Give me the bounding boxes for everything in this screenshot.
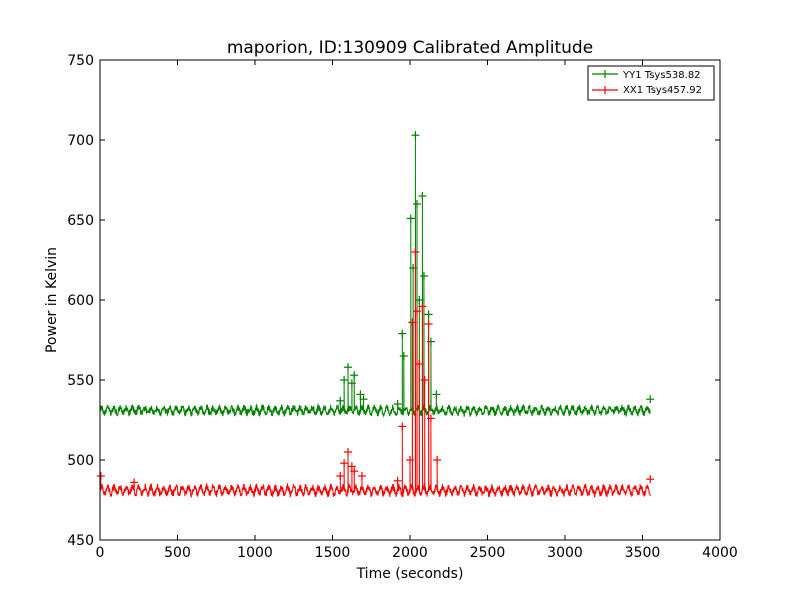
series-0-marker-15 [418, 192, 427, 200]
series-1 [96, 248, 655, 499]
series-1-marker-14 [415, 360, 424, 368]
x-axis: 0 500 1000 1500 2000 2500 3000 3500 4000 [96, 60, 738, 561]
series-1-marker-20 [646, 475, 655, 484]
x-tick-label-0: 0 [96, 545, 105, 561]
series-0-marker-13 [412, 200, 421, 208]
series-1-marker-4 [344, 448, 352, 456]
series-line-0 [99, 135, 651, 418]
series-0 [99, 131, 655, 418]
y-axis-label: Power in Kelvin [44, 247, 60, 353]
plot-series [96, 131, 655, 499]
series-1-marker-9 [398, 422, 407, 431]
series-0-marker-10 [406, 214, 415, 223]
series-1-marker-3 [340, 459, 349, 468]
series-1-marker-16 [420, 376, 429, 384]
series-0-marker-4 [350, 371, 359, 380]
series-0-marker-12 [411, 131, 420, 140]
series-1-marker-5 [347, 462, 356, 471]
x-tick-label-2500: 2500 [470, 545, 506, 561]
y-tick-label-450: 450 [67, 533, 94, 549]
x-tick-label-500: 500 [164, 545, 191, 561]
x-tick-label-3500: 3500 [625, 545, 661, 561]
series-0-marker-19 [432, 390, 441, 399]
series-0-marker-1 [340, 376, 349, 384]
legend: YY1 Tsys538.82 XX1 Tsys457.92 [587, 65, 715, 101]
x-tick-label-1000: 1000 [237, 545, 273, 561]
series-0-marker-2 [344, 363, 352, 372]
series-1-marker-7 [357, 472, 366, 480]
series-1-marker-19 [433, 456, 442, 464]
series-0-marker-6 [359, 395, 368, 404]
x-tick-label-2000: 2000 [392, 545, 428, 561]
series-0-marker-7 [393, 400, 402, 408]
series-1-marker-18 [426, 414, 435, 423]
y-tick-label-600: 600 [67, 293, 94, 309]
series-0-marker-8 [398, 329, 407, 338]
x-axis-label: Time (seconds) [356, 566, 464, 582]
y-tick-label-650: 650 [67, 213, 94, 229]
y-tick-label-550: 550 [67, 373, 94, 389]
y-tick-label-750: 750 [67, 53, 94, 69]
series-1-marker-8 [393, 476, 402, 485]
series-1-marker-13 [412, 307, 421, 316]
y-axis: 450 500 550 600 650 700 750 [67, 53, 720, 549]
series-0-marker-3 [347, 379, 356, 388]
series-1-marker-12 [411, 248, 420, 256]
x-tick-label-4000: 4000 [702, 545, 738, 561]
y-tick-label-700: 700 [67, 133, 94, 149]
x-tick-label-1500: 1500 [315, 545, 351, 561]
series-1-marker-6 [350, 467, 359, 476]
legend-label-yy1: YY1 Tsys538.82 [622, 70, 701, 81]
series-0-marker-16 [419, 272, 428, 280]
series-0-marker-5 [356, 390, 365, 399]
series-0-marker-0 [336, 396, 345, 405]
series-1-marker-1 [130, 478, 139, 487]
series-0-marker-17 [424, 310, 433, 319]
series-0-marker-9 [399, 352, 408, 360]
series-1-marker-2 [336, 472, 345, 480]
y-tick-label-500: 500 [67, 453, 94, 469]
series-1-marker-10 [406, 456, 414, 464]
series-1-marker-17 [424, 320, 433, 328]
chart-title: maporion, ID:130909 Calibrated Amplitude [227, 38, 593, 58]
series-1-marker-0 [96, 472, 105, 480]
series-1-marker-15 [418, 302, 427, 311]
series-0-marker-14 [415, 296, 424, 304]
series-1-marker-11 [408, 318, 417, 327]
series-0-marker-20 [646, 395, 655, 404]
series-line-1 [99, 251, 651, 499]
x-tick-label-3000: 3000 [547, 545, 583, 561]
legend-label-xx1: XX1 Tsys457.92 [623, 85, 702, 96]
legend-box [587, 65, 715, 101]
